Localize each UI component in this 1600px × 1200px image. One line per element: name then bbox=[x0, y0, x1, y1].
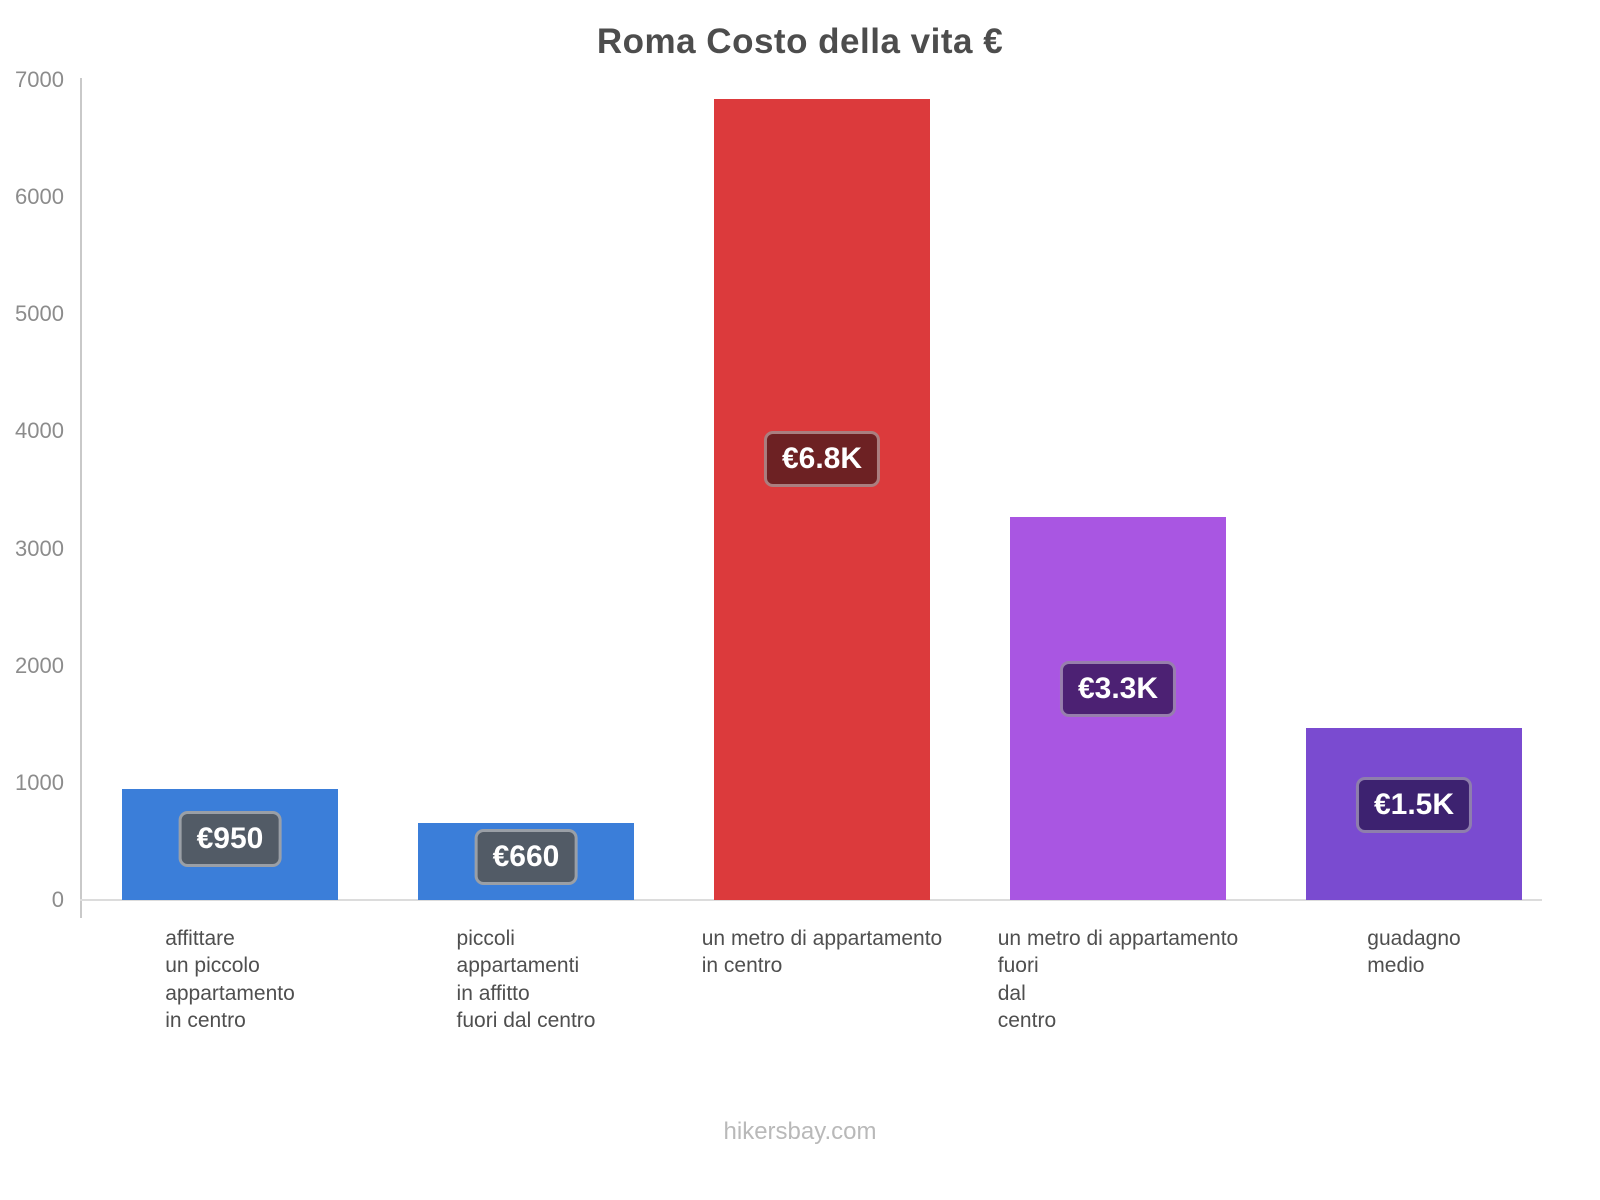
category-label: un metro di appartamento fuori dal centr… bbox=[997, 927, 1239, 1032]
watermark: hikersbay.com bbox=[723, 1118, 877, 1145]
value-label: €1.5K bbox=[1355, 777, 1473, 834]
bar bbox=[714, 98, 930, 900]
value-label: €660 bbox=[474, 829, 578, 886]
category-label: piccoli appartamenti in affitto fuori da… bbox=[456, 927, 596, 1032]
bar-slot: €3.3K un metro di appartamento fuori dal … bbox=[970, 80, 1266, 1032]
y-tick-label: 3000 bbox=[15, 535, 64, 561]
y-tick-label: 1000 bbox=[15, 769, 64, 795]
x-axis-line bbox=[80, 899, 1542, 901]
y-axis-line bbox=[80, 78, 82, 918]
category-label: affittare un piccolo appartamento in cen… bbox=[165, 927, 295, 1032]
y-tick-label: 6000 bbox=[15, 184, 64, 210]
plot-area: €950 affittare un piccolo appartamento in… bbox=[82, 80, 1562, 1032]
bar-slot: €6.8K un metro di appartamento in centro bbox=[674, 80, 970, 977]
chart-title: Roma Costo della vita € bbox=[596, 22, 1004, 61]
bar-slot: €1.5K guadagno medio bbox=[1266, 80, 1562, 977]
category-label: un metro di appartamento in centro bbox=[701, 927, 943, 978]
y-tick-label: 0 bbox=[51, 887, 64, 912]
value-label: €6.8K bbox=[763, 431, 881, 488]
value-label: €950 bbox=[178, 810, 282, 867]
y-tick-label: 7000 bbox=[15, 67, 64, 92]
y-tick-label: 4000 bbox=[15, 418, 64, 444]
value-label: €3.3K bbox=[1059, 661, 1177, 718]
y-tick-label: 2000 bbox=[15, 652, 64, 678]
y-tick-label: 5000 bbox=[15, 301, 64, 327]
bar-slot: €950 affittare un piccolo appartamento in… bbox=[82, 80, 378, 1032]
bar-slot: €660 piccoli appartamenti in affitto fuor… bbox=[378, 80, 674, 1032]
category-label: guadagno medio bbox=[1367, 927, 1461, 978]
